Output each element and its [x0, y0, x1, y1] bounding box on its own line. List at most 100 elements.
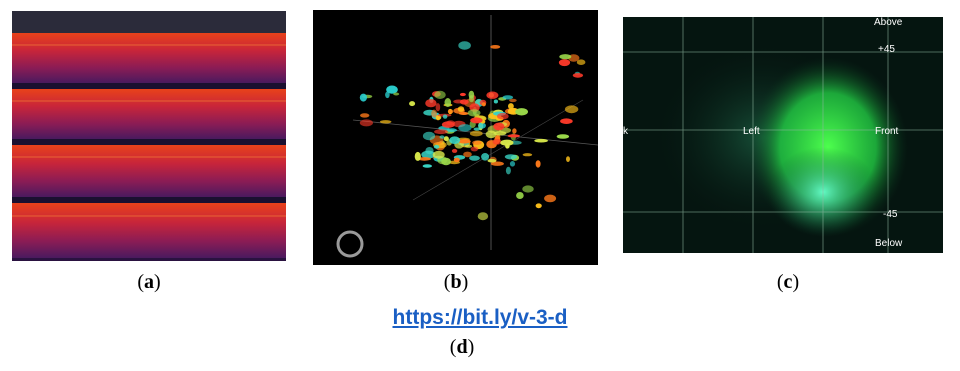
scatter-dot	[446, 128, 457, 133]
scatter-dot	[453, 157, 460, 163]
caption-a: (a)	[137, 271, 161, 293]
label-left: Left	[743, 126, 760, 137]
scatter-dot	[457, 139, 471, 144]
scatter-dot	[544, 194, 557, 203]
scatter-dot	[535, 203, 542, 209]
scatter-dot	[453, 99, 464, 104]
scatter-dot	[393, 92, 400, 96]
scatter-dot	[434, 90, 446, 99]
direction-map-graphic: Above +45 Left Front -45 Below k	[623, 17, 943, 253]
scatter-dot	[481, 153, 490, 161]
caption-d: (d)	[449, 336, 475, 358]
scatter-dot	[493, 131, 507, 136]
scatter-dot	[441, 157, 451, 166]
caption-b: (b)	[443, 271, 469, 293]
label-k: k	[623, 126, 629, 137]
scatter-dot	[414, 151, 421, 161]
scatter-dot	[422, 164, 432, 168]
scatter-dot	[556, 134, 570, 139]
scatter-dot	[485, 130, 497, 139]
scatter-dot	[473, 127, 481, 131]
scatter-dot	[572, 73, 584, 78]
scatter-dot	[493, 122, 505, 131]
scatter-dot	[522, 153, 533, 157]
scatter-dot	[447, 109, 454, 114]
scatter-dot	[505, 166, 511, 175]
scatter-dot	[457, 106, 465, 112]
scatter-dot	[493, 99, 498, 104]
scatter-dot	[487, 158, 497, 163]
scatter-dot	[490, 45, 501, 49]
label-front: Front	[875, 126, 899, 137]
scatter-dot	[512, 128, 517, 134]
scatter-dot	[564, 105, 579, 114]
scatter-dot	[432, 150, 445, 159]
scatter-dot	[469, 155, 480, 161]
scatter-dot	[359, 119, 373, 127]
scatter-dot	[486, 91, 499, 99]
scatter-dot	[442, 114, 448, 119]
scatter-dot	[560, 118, 573, 124]
scatter-dot	[435, 114, 441, 121]
scatter-dot	[522, 185, 534, 193]
spectrogram-graphic	[12, 11, 286, 258]
scatter-graphic	[336, 15, 598, 258]
scatter-dot	[515, 108, 528, 116]
scatter-dot	[576, 59, 586, 65]
scatter-dot	[443, 136, 449, 142]
spectrogram-image	[12, 11, 286, 261]
scatter-dot	[463, 151, 472, 158]
scatter-visual	[313, 10, 598, 265]
scatter-dot	[468, 90, 475, 99]
scatter-dot	[469, 130, 483, 137]
scatter-dot	[417, 157, 431, 161]
direction-map-image: Above +45 Left Front -45 Below k	[623, 17, 943, 253]
scatter-dot	[516, 192, 524, 199]
scatter-dot	[502, 95, 514, 100]
scatter-dot	[386, 85, 398, 94]
scatter-dot	[470, 146, 479, 152]
label-plus45: +45	[878, 44, 895, 55]
scatter-dot	[478, 122, 486, 129]
scatter-dot	[433, 144, 440, 149]
label-minus45: -45	[883, 209, 898, 220]
scatter-dot	[360, 113, 370, 118]
scatter-dot	[481, 102, 486, 107]
scatter-dot	[425, 147, 434, 155]
scatter-dot	[435, 103, 441, 112]
scatter-dot	[464, 144, 473, 148]
scatter-dot	[477, 212, 489, 221]
scatter-dot	[467, 109, 481, 117]
scatter-dot	[508, 103, 514, 110]
scatter-dot	[507, 134, 520, 138]
dial-icon	[336, 230, 364, 258]
scatter-dot	[535, 160, 541, 168]
label-below: Below	[875, 238, 903, 249]
scatter-dot	[458, 41, 471, 50]
label-above: Above	[874, 17, 903, 28]
caption-c: (c)	[776, 271, 800, 293]
scatter-dot	[449, 136, 461, 144]
scatter-dot	[509, 98, 517, 103]
scatter-dot	[439, 135, 445, 139]
video-link[interactable]: https://bit.ly/v-3-d	[392, 306, 568, 329]
scatter-dot	[431, 109, 437, 118]
scatter-dot	[559, 54, 572, 60]
scatter-dot	[434, 129, 448, 135]
scatter-dot	[359, 93, 367, 102]
scatter-dot	[504, 154, 517, 160]
scatter-dot	[458, 112, 469, 115]
scatter-dot	[470, 117, 483, 124]
scatter-dot	[459, 92, 466, 97]
scatter-dot	[558, 59, 571, 67]
scatter-dot	[492, 138, 502, 145]
scatter-dot	[441, 121, 455, 128]
scatter-dot	[444, 98, 452, 107]
scatter-dot	[379, 120, 392, 124]
scatter-dot	[422, 131, 436, 141]
scatter-dot	[566, 156, 570, 163]
scatter-dot	[497, 112, 509, 120]
scatter-dot	[472, 140, 482, 145]
scatter-dot	[458, 124, 472, 132]
scatter-dot	[409, 101, 416, 107]
